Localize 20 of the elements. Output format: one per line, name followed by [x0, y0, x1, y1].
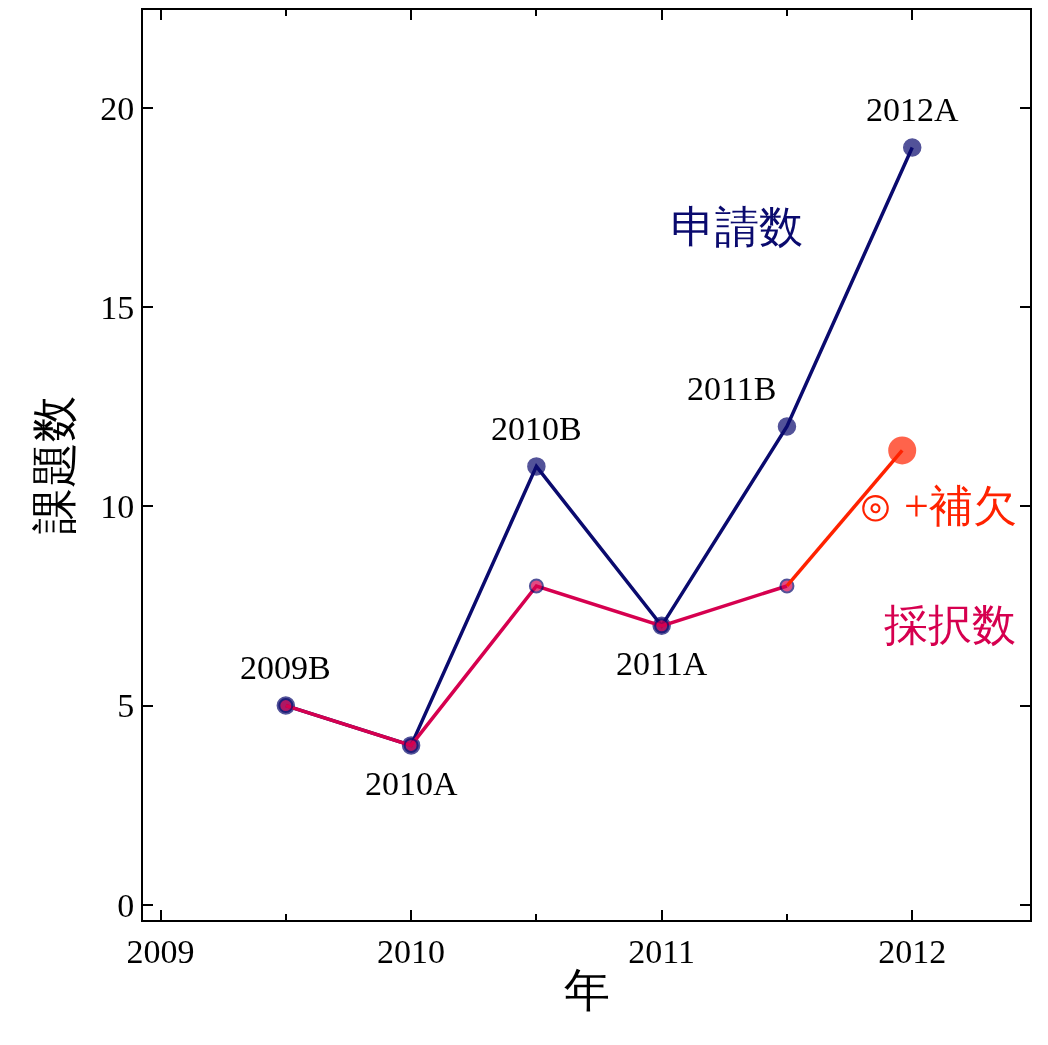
- x-tick-label: 2011: [628, 932, 696, 970]
- series-label: ⊙ +補欠: [858, 482, 1017, 531]
- text: 採択数: [884, 601, 1016, 650]
- x-tick-label: 2012: [878, 932, 947, 970]
- annotation: 2011A: [616, 645, 708, 682]
- annotation: 2012A: [866, 91, 959, 128]
- annotation: 2011B: [687, 370, 777, 407]
- x-tick-label: 2010: [377, 932, 446, 970]
- series-label: 申請数: [671, 203, 803, 252]
- y-axis-title: 課題数: [29, 396, 81, 534]
- y-tick-label: 0: [117, 886, 135, 924]
- y-tick-label: 10: [100, 488, 135, 526]
- annotation: 2010B: [491, 410, 582, 447]
- annotation: 2009B: [240, 649, 331, 686]
- y-tick-label: 15: [100, 288, 135, 326]
- x-axis-title: 年: [563, 965, 610, 1016]
- x-tick-label: 2009: [126, 932, 195, 970]
- y-tick-label: 5: [117, 687, 135, 725]
- annotation: 2010A: [365, 765, 458, 802]
- y-tick-label: 20: [100, 89, 135, 127]
